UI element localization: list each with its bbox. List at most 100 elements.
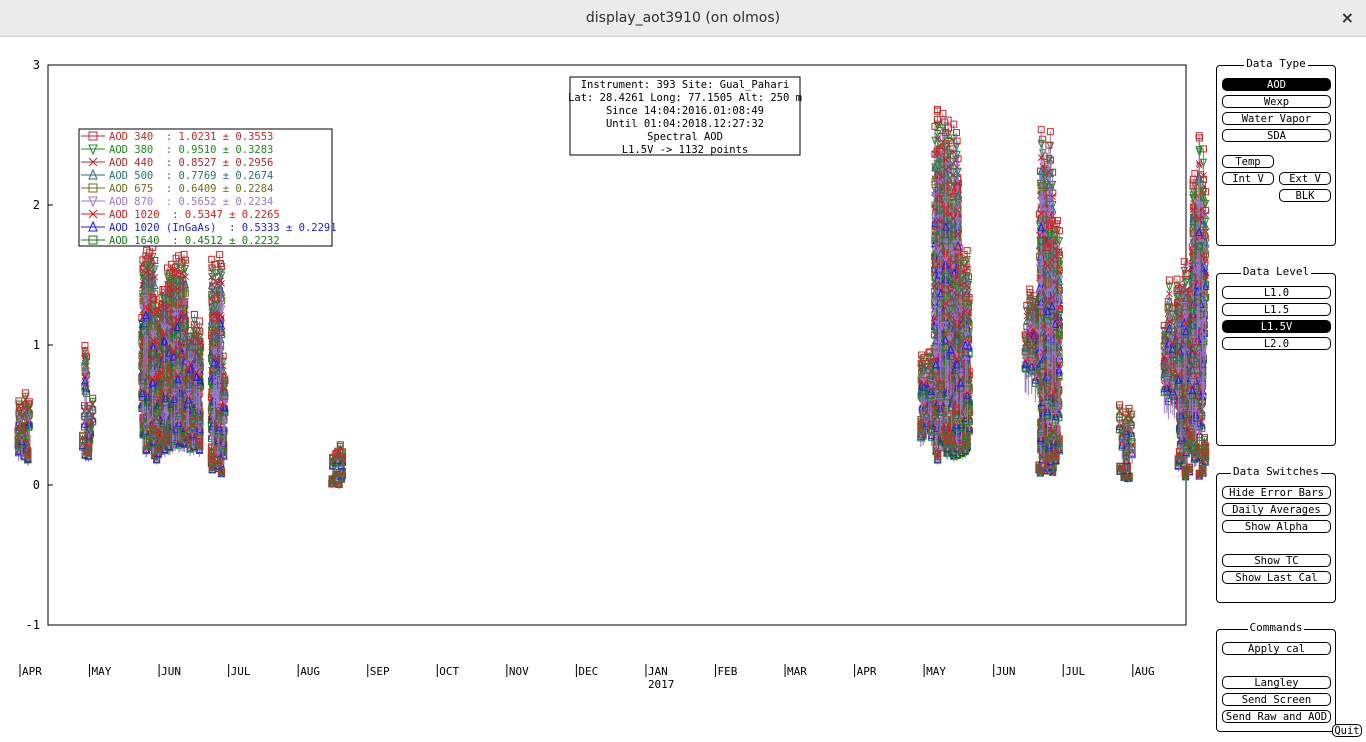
x-tick-label: MAY bbox=[926, 665, 946, 678]
point-tri-up bbox=[148, 357, 157, 367]
point-tri-up bbox=[150, 280, 159, 290]
point-square bbox=[81, 362, 89, 370]
point-square bbox=[140, 328, 148, 336]
point-square bbox=[154, 446, 162, 454]
point-square bbox=[21, 389, 29, 397]
point-square bbox=[149, 364, 157, 372]
x-tick-label: AUG bbox=[300, 665, 320, 678]
point-tri-up bbox=[25, 405, 34, 415]
x-tick-label: AUG bbox=[1135, 665, 1155, 678]
point-square bbox=[150, 323, 158, 331]
window-title: display_aot3910 (on olmos) bbox=[585, 10, 781, 26]
point-square bbox=[149, 344, 157, 352]
point-tri-up bbox=[142, 310, 150, 320]
point-square bbox=[150, 351, 158, 359]
y-tick-label: 1 bbox=[33, 338, 40, 352]
point-square bbox=[85, 418, 93, 426]
point-square bbox=[150, 426, 158, 434]
point-tri-down bbox=[148, 349, 157, 359]
point-tri-down bbox=[24, 449, 32, 458]
point-square bbox=[80, 402, 88, 410]
point-square bbox=[143, 397, 151, 405]
point-tri-down bbox=[81, 367, 89, 377]
x-tick-label: OCT bbox=[439, 665, 459, 678]
y-tick-label: -1 bbox=[26, 618, 40, 632]
point-tri-down bbox=[78, 433, 87, 443]
point-tri-up bbox=[143, 391, 152, 401]
x-tick-sublabel: 2017 bbox=[648, 678, 675, 691]
point-square bbox=[149, 384, 157, 392]
point-square bbox=[79, 431, 87, 439]
x-tick-label: NOV bbox=[509, 665, 529, 678]
point-tri-up bbox=[15, 410, 24, 420]
point-tri-up bbox=[25, 417, 34, 427]
x-tick-label: JUN bbox=[996, 665, 1016, 678]
window-titlebar: display_aot3910 (on olmos) × bbox=[0, 0, 1366, 37]
point-square bbox=[152, 409, 160, 417]
x-tick-label: MAY bbox=[92, 665, 112, 678]
point-tri-up bbox=[143, 375, 152, 385]
point-square bbox=[24, 448, 32, 456]
point-x bbox=[151, 273, 159, 281]
x-tick-label: JUN bbox=[161, 665, 181, 678]
point-square bbox=[18, 424, 26, 432]
point-tri-up bbox=[142, 276, 150, 286]
point-square bbox=[81, 342, 89, 350]
point-tri-down bbox=[149, 330, 158, 340]
point-square bbox=[151, 257, 159, 265]
x-tick-label: APR bbox=[22, 665, 42, 678]
point-tri-up bbox=[138, 388, 147, 397]
point-tri-up bbox=[148, 377, 157, 387]
point-tri-up bbox=[81, 375, 89, 385]
aod-plot: 3 2 1 0 -1 APR MAY JUN JUL AUG SEP OCT NOV DEC JAN201… bbox=[14, 58, 1210, 691]
y-axis: 3 2 1 0 -1 bbox=[26, 58, 53, 632]
point-tri-down bbox=[154, 443, 163, 452]
point-x bbox=[142, 269, 150, 277]
point-square bbox=[150, 295, 158, 303]
x-tick-label: DEC bbox=[578, 665, 598, 678]
point-tri-up bbox=[81, 355, 89, 365]
point-square bbox=[15, 397, 23, 405]
x-tick-label: FEB bbox=[718, 665, 738, 678]
data-points bbox=[14, 106, 1210, 490]
point-tri-up bbox=[141, 409, 149, 419]
point-tri-down bbox=[21, 392, 30, 402]
point-x bbox=[150, 337, 157, 345]
x-tick-label: JUL bbox=[1065, 665, 1085, 678]
y-tick-label: 2 bbox=[33, 198, 40, 212]
point-tri-down bbox=[150, 428, 158, 437]
point-square bbox=[25, 398, 33, 406]
point-square bbox=[138, 377, 146, 385]
point-tri-down bbox=[81, 347, 89, 356]
point-tri-down bbox=[25, 401, 34, 411]
point-x bbox=[149, 308, 157, 315]
point-square bbox=[149, 293, 157, 301]
point-square bbox=[84, 449, 92, 457]
x-tick-label: SEP bbox=[370, 665, 390, 678]
point-square bbox=[83, 389, 91, 397]
point-x bbox=[142, 303, 150, 311]
point-tri-down bbox=[17, 426, 26, 436]
point-square bbox=[15, 404, 23, 412]
point-square bbox=[24, 452, 32, 460]
point-square bbox=[81, 382, 89, 390]
point-square bbox=[139, 342, 147, 350]
point-square bbox=[89, 394, 97, 402]
point-tri-down bbox=[142, 260, 150, 270]
point-square bbox=[138, 360, 146, 368]
close-icon[interactable]: × bbox=[1340, 8, 1354, 27]
point-x bbox=[150, 309, 157, 317]
x-tick-label: APR bbox=[857, 665, 877, 678]
point-tri-up bbox=[149, 314, 158, 324]
point-tri-down bbox=[150, 265, 159, 275]
point-tri-down bbox=[148, 369, 157, 379]
point-tri-down bbox=[139, 347, 148, 357]
point-square bbox=[142, 286, 150, 294]
point-square bbox=[142, 252, 150, 260]
point-tri-down bbox=[14, 439, 23, 449]
point-tri-down bbox=[142, 295, 150, 304]
point-tri-down bbox=[149, 302, 158, 312]
x-tick-label: JAN bbox=[648, 665, 668, 678]
point-square bbox=[84, 445, 92, 453]
